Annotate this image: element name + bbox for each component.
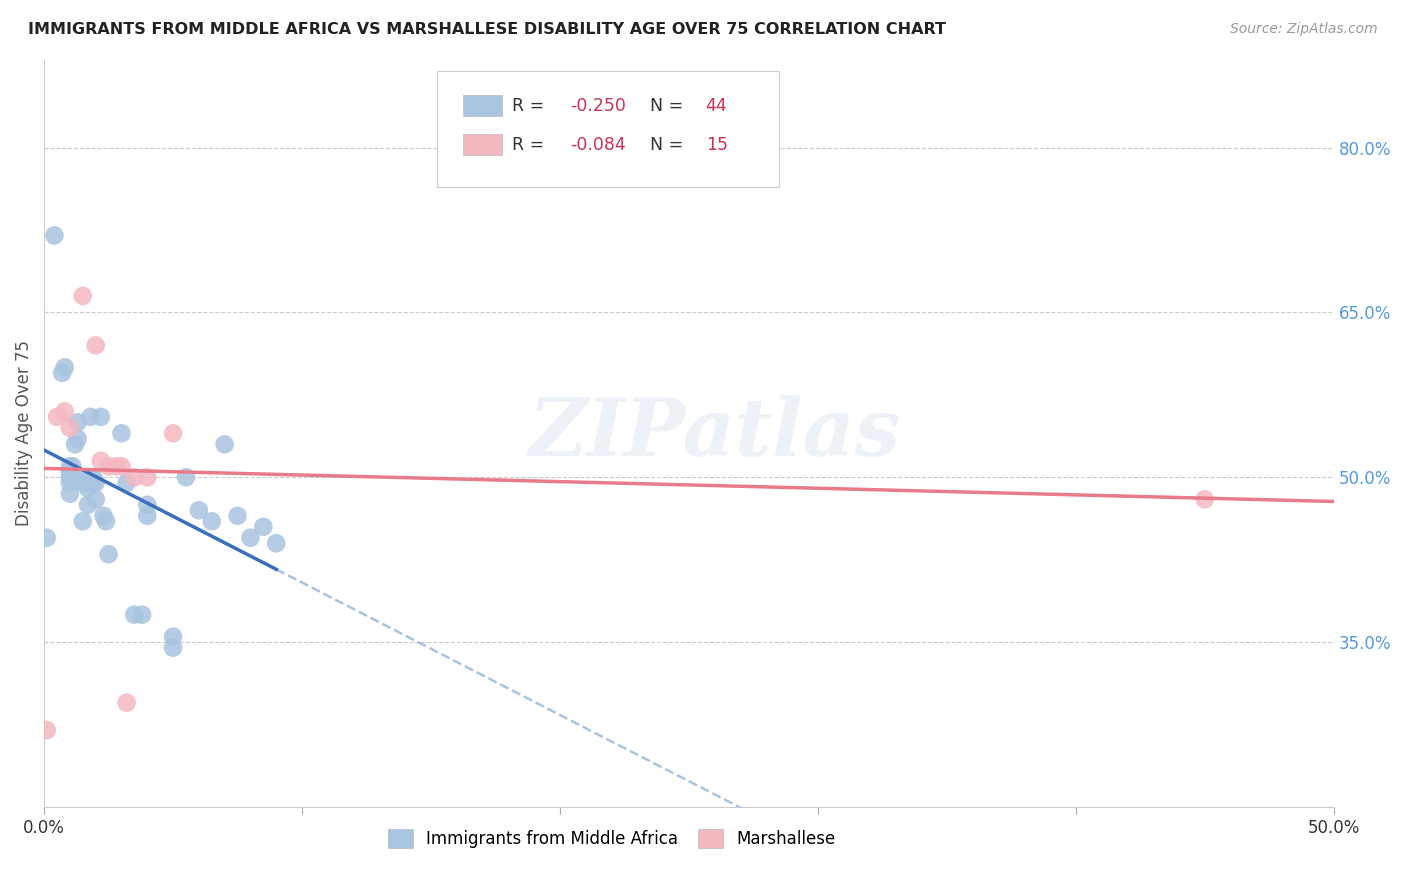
Text: N =: N =: [650, 136, 689, 153]
Point: [84, 492, 107, 507]
FancyBboxPatch shape: [463, 95, 502, 116]
Point: [201, 514, 224, 528]
Point: [72, 514, 94, 528]
Point: [136, 470, 159, 484]
Point: [93, 508, 115, 523]
Text: ZIPatlas: ZIPatlas: [529, 394, 901, 472]
Point: [51, 366, 73, 380]
Point: [97, 547, 120, 561]
Point: [44, 228, 66, 243]
Point: [174, 470, 197, 484]
Text: 15: 15: [706, 136, 728, 153]
Point: [63, 437, 86, 451]
Point: [59, 465, 82, 479]
Legend: Immigrants from Middle Africa, Marshallese: Immigrants from Middle Africa, Marshalle…: [381, 822, 842, 855]
Point: [35, 723, 58, 738]
Point: [72, 289, 94, 303]
Text: R =: R =: [512, 97, 550, 115]
Point: [252, 520, 274, 534]
Point: [82, 470, 104, 484]
Point: [226, 508, 249, 523]
Point: [59, 459, 82, 474]
Point: [90, 409, 112, 424]
Point: [46, 409, 69, 424]
Point: [77, 498, 100, 512]
Point: [59, 475, 82, 490]
Point: [110, 459, 132, 474]
Point: [62, 459, 84, 474]
Text: N =: N =: [650, 97, 689, 115]
Point: [62, 465, 84, 479]
Point: [77, 481, 100, 495]
Point: [187, 503, 209, 517]
Point: [84, 338, 107, 352]
Point: [264, 536, 287, 550]
Point: [59, 421, 82, 435]
Point: [136, 498, 159, 512]
Text: R =: R =: [512, 136, 550, 153]
Point: [115, 696, 138, 710]
Point: [94, 514, 117, 528]
Point: [72, 475, 94, 490]
Text: -0.250: -0.250: [571, 97, 626, 115]
Text: Source: ZipAtlas.com: Source: ZipAtlas.com: [1230, 22, 1378, 37]
Point: [124, 470, 146, 484]
Text: -0.084: -0.084: [571, 136, 626, 153]
Point: [79, 409, 101, 424]
Point: [66, 415, 89, 429]
Point: [66, 432, 89, 446]
Point: [115, 475, 138, 490]
Text: IMMIGRANTS FROM MIDDLE AFRICA VS MARSHALLESE DISABILITY AGE OVER 75 CORRELATION : IMMIGRANTS FROM MIDDLE AFRICA VS MARSHAL…: [28, 22, 946, 37]
Point: [1194, 492, 1216, 507]
Point: [162, 630, 184, 644]
FancyBboxPatch shape: [463, 134, 502, 154]
Point: [53, 360, 76, 375]
Point: [162, 426, 184, 441]
Point: [97, 459, 120, 474]
Point: [72, 470, 94, 484]
Point: [90, 454, 112, 468]
Point: [53, 404, 76, 418]
Text: 44: 44: [706, 97, 727, 115]
Point: [82, 475, 104, 490]
Point: [59, 470, 82, 484]
Point: [162, 640, 184, 655]
Point: [84, 475, 107, 490]
Point: [136, 508, 159, 523]
Point: [239, 531, 262, 545]
Point: [214, 437, 236, 451]
Point: [110, 426, 132, 441]
Y-axis label: Disability Age Over 75: Disability Age Over 75: [15, 341, 32, 526]
Point: [105, 459, 128, 474]
FancyBboxPatch shape: [437, 70, 779, 186]
Point: [124, 607, 146, 622]
Point: [131, 607, 153, 622]
Point: [59, 487, 82, 501]
Point: [35, 531, 58, 545]
